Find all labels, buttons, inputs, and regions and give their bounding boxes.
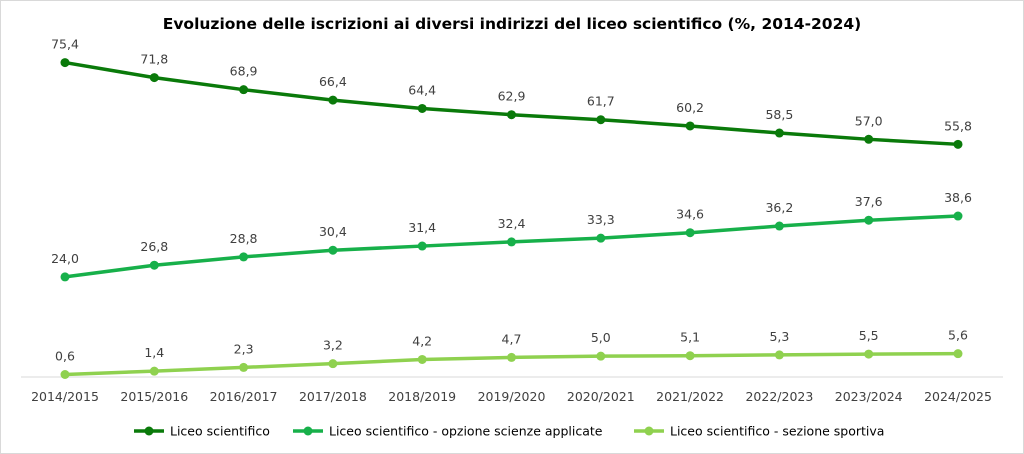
x-tick-label: 2015/2016 xyxy=(120,389,188,404)
data-point xyxy=(328,245,338,255)
data-point xyxy=(774,350,784,360)
data-label: 1,4 xyxy=(144,345,164,360)
data-label: 28,8 xyxy=(230,231,258,246)
data-label: 34,6 xyxy=(676,207,704,222)
data-label: 38,6 xyxy=(944,190,972,205)
data-label: 61,7 xyxy=(587,94,615,109)
data-point xyxy=(60,369,70,379)
data-point xyxy=(239,362,249,372)
data-point xyxy=(953,349,963,359)
legend-swatch-marker xyxy=(144,426,154,436)
data-point xyxy=(685,121,695,131)
data-label: 5,0 xyxy=(591,330,611,345)
data-point xyxy=(60,58,70,68)
data-label: 57,0 xyxy=(855,113,883,128)
chart-title: Evoluzione delle iscrizioni ai diversi i… xyxy=(162,15,862,33)
data-label: 75,4 xyxy=(51,37,79,52)
x-tick-label: 2021/2022 xyxy=(656,389,724,404)
data-label: 58,5 xyxy=(765,107,793,122)
data-point xyxy=(328,95,338,105)
data-label: 60,2 xyxy=(676,100,704,115)
legend-entry-label: Liceo scientifico - opzione scienze appl… xyxy=(329,424,603,439)
data-label: 26,8 xyxy=(140,239,168,254)
data-label: 5,1 xyxy=(680,330,700,345)
legend-entry-label: Liceo scientifico - sezione sportiva xyxy=(670,424,884,439)
legend: Liceo scientifico Liceo scientifico - opz… xyxy=(134,424,884,439)
data-point xyxy=(685,228,695,238)
data-label: 36,2 xyxy=(765,200,793,215)
data-point xyxy=(596,351,606,361)
data-label: 0,6 xyxy=(55,348,75,363)
data-label: 33,3 xyxy=(587,212,615,227)
data-point xyxy=(239,85,249,95)
data-point xyxy=(507,110,516,120)
data-label: 5,5 xyxy=(859,328,879,343)
data-label: 32,4 xyxy=(498,216,526,231)
data-point xyxy=(864,215,874,225)
x-tick-label: 2020/2021 xyxy=(567,389,635,404)
x-tick-label: 2016/2017 xyxy=(210,389,278,404)
data-point xyxy=(596,115,606,125)
data-point xyxy=(864,349,874,359)
data-label: 24,0 xyxy=(51,251,79,266)
data-label: 2,3 xyxy=(234,341,254,356)
data-label: 66,4 xyxy=(319,74,347,89)
legend-swatch-marker xyxy=(303,426,313,436)
x-tick-label: 2023/2024 xyxy=(835,389,903,404)
data-point xyxy=(60,272,70,282)
x-tick-label: 2017/2018 xyxy=(299,389,367,404)
data-point xyxy=(239,252,249,262)
data-label: 5,3 xyxy=(769,329,789,344)
data-point xyxy=(774,221,784,231)
x-tick-label: 2019/2020 xyxy=(478,389,546,404)
x-tick-label: 2014/2015 xyxy=(31,389,99,404)
data-label: 68,9 xyxy=(230,64,258,79)
data-label: 5,6 xyxy=(948,328,968,343)
series-lines xyxy=(60,58,963,379)
legend-swatch-marker xyxy=(644,426,654,436)
data-label: 4,7 xyxy=(502,331,522,346)
legend-entry-label: Liceo scientifico xyxy=(170,424,270,439)
data-label: 30,4 xyxy=(319,224,347,239)
data-labels: 75,4 71,8 68,9 66,4 64,4 62,9 61,7 60,2 58,5 57,0… xyxy=(51,37,972,364)
data-point xyxy=(417,354,427,364)
data-point xyxy=(953,139,963,149)
data-point xyxy=(774,128,784,138)
data-point xyxy=(417,241,427,251)
data-label: 62,9 xyxy=(498,89,526,104)
data-point xyxy=(417,103,427,113)
data-point xyxy=(864,134,874,144)
data-point xyxy=(507,237,516,247)
x-tick-label: 2022/2023 xyxy=(745,389,813,404)
data-label: 4,2 xyxy=(412,333,432,348)
data-point xyxy=(596,233,606,243)
data-point xyxy=(149,260,159,270)
x-axis: 2014/2015 2015/2016 2016/2017 2017/2018 2018… xyxy=(21,376,1003,404)
data-label: 3,2 xyxy=(323,338,343,353)
data-point xyxy=(507,352,516,362)
data-point xyxy=(953,211,963,221)
data-label: 71,8 xyxy=(140,52,168,67)
x-tick-label: 2024/2025 xyxy=(924,389,992,404)
data-point xyxy=(328,359,338,369)
data-point xyxy=(149,366,159,376)
data-point xyxy=(685,351,695,361)
data-label: 37,6 xyxy=(855,194,883,209)
data-label: 64,4 xyxy=(408,82,436,97)
data-point xyxy=(149,73,159,83)
data-label: 55,8 xyxy=(944,118,972,133)
x-tick-label: 2018/2019 xyxy=(388,389,456,404)
data-label: 31,4 xyxy=(408,220,436,235)
